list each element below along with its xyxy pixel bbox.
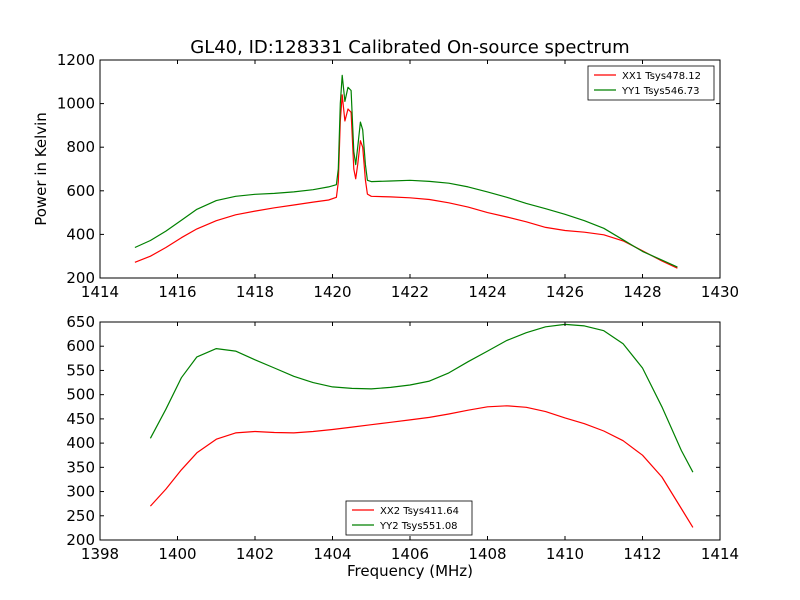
x-tick-label: 1400 <box>158 545 196 563</box>
x-tick-label: 1408 <box>468 545 506 563</box>
x-tick-label: 1398 <box>81 545 119 563</box>
x-tick-label: 1418 <box>236 283 274 301</box>
legend-entry-label: YY1 Tsys546.73 <box>621 86 700 97</box>
y-tick-label: 650 <box>66 313 95 331</box>
x-tick-label: 1416 <box>158 283 196 301</box>
y-tick-label: 550 <box>66 361 95 379</box>
legend-1: XX1 Tsys478.12 YY1 Tsys546.73 <box>587 65 715 101</box>
y-tick-label: 800 <box>66 138 95 156</box>
y-tick-label: 450 <box>66 410 95 428</box>
y-tick-label: 500 <box>66 386 95 404</box>
y-tick-label: 300 <box>66 483 95 501</box>
x-tick-label: 1412 <box>623 545 661 563</box>
plots-group: 1414 1416 1418 1420 1422 1424 1426 1428 1430 200 4… <box>57 51 739 563</box>
y-tick-label: 250 <box>66 507 95 525</box>
y-tick-label: 350 <box>66 458 95 476</box>
x-tick-label: 1426 <box>546 283 584 301</box>
x-tick-label: 1404 <box>313 545 351 563</box>
legend-entry-label: XX1 Tsys478.12 <box>622 71 701 82</box>
x-tick-label: 1422 <box>391 283 429 301</box>
series-line-1-2 <box>134 74 678 268</box>
y-tick-label: 600 <box>66 337 95 355</box>
series-line-2-2 <box>149 323 694 473</box>
y-tick-label: 1000 <box>57 95 95 113</box>
x-tick-label: 1424 <box>468 283 506 301</box>
x-tick-label: 1410 <box>546 545 584 563</box>
legend-box <box>345 500 473 536</box>
legend-box <box>587 65 715 101</box>
y-tick-label: 600 <box>66 182 95 200</box>
x-tick-label: 1406 <box>391 545 429 563</box>
y-tick-label: 400 <box>66 225 95 243</box>
y-tick-label: 400 <box>66 434 95 452</box>
y-axis-label: Power in Kelvin <box>32 112 50 226</box>
series-line-2-1 <box>149 405 694 528</box>
x-tick-label: 1428 <box>623 283 661 301</box>
x-axis-label: Frequency (MHz) <box>347 562 473 580</box>
y-tick-label: 200 <box>66 269 95 287</box>
figure-title: GL40, ID:128331 Calibrated On-source spe… <box>190 37 629 58</box>
x-tick-label: 1430 <box>701 283 739 301</box>
series-line-1-1 <box>134 94 678 269</box>
x-tick-label: 1402 <box>236 545 274 563</box>
x-tick-label: 1420 <box>313 283 351 301</box>
x-tick-label: 1414 <box>701 545 739 563</box>
legend-entry-label: YY2 Tsys551.08 <box>379 521 458 532</box>
y-tick-label: 200 <box>66 531 95 549</box>
legend-2: XX2 Tsys411.64 YY2 Tsys551.08 <box>345 500 473 536</box>
legend-entry-label: XX2 Tsys411.64 <box>380 506 459 517</box>
x-tick-label: 1414 <box>81 283 119 301</box>
y-tick-label: 1200 <box>57 51 95 69</box>
plot-panel-2: 1398 1400 1402 1404 1406 1408 1410 1412 1414 200 2… <box>66 313 739 563</box>
plot-panel-1: 1414 1416 1418 1420 1422 1424 1426 1428 1430 200 4… <box>57 51 739 301</box>
